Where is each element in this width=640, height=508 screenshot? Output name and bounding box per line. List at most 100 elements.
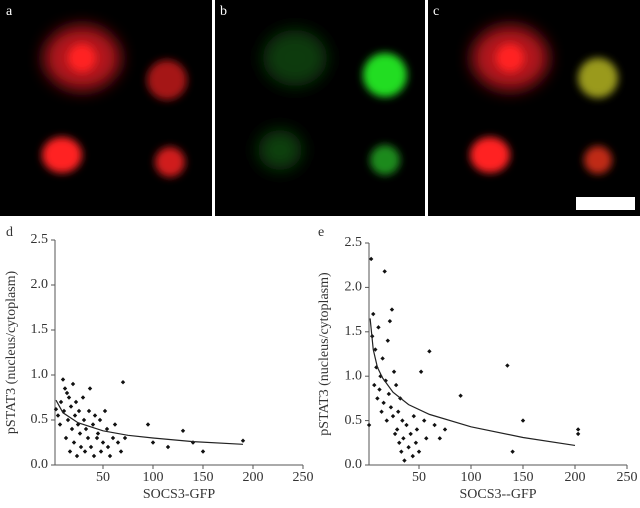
point: [377, 387, 382, 392]
point: [385, 338, 390, 343]
point: [200, 449, 206, 454]
panel-label: c: [433, 4, 439, 19]
point: [107, 453, 113, 459]
point: [69, 426, 75, 432]
point: [105, 444, 111, 450]
point: [73, 399, 79, 405]
point: [413, 440, 419, 445]
point: [368, 256, 374, 262]
x-tick-label: 250: [617, 470, 638, 485]
point: [55, 413, 61, 418]
point: [87, 386, 93, 391]
point: [74, 453, 80, 459]
point: [575, 431, 581, 437]
point: [88, 444, 94, 450]
point: [82, 449, 88, 454]
image-a: [0, 0, 212, 216]
point: [427, 349, 432, 354]
point: [520, 418, 526, 423]
point: [366, 422, 372, 428]
x-tick-label: 200: [243, 470, 264, 485]
point: [399, 449, 404, 454]
point: [85, 435, 91, 441]
point: [414, 427, 420, 432]
point: [112, 422, 118, 427]
point: [505, 363, 510, 368]
point: [371, 311, 376, 317]
point: [180, 428, 186, 433]
point: [94, 435, 100, 441]
point: [397, 440, 402, 445]
y-tick-label: 2.5: [31, 232, 49, 247]
point: [68, 404, 74, 409]
point: [64, 390, 70, 396]
y-tick-label: 1.5: [31, 322, 49, 337]
point: [53, 407, 59, 412]
x-tick-label: 50: [412, 470, 426, 485]
point: [66, 395, 72, 400]
point: [60, 377, 66, 382]
y-tick-label: 2.0: [345, 280, 363, 295]
point: [72, 413, 78, 418]
point: [387, 318, 393, 324]
point: [388, 405, 394, 410]
point: [402, 458, 407, 463]
point: [118, 449, 124, 454]
point: [58, 399, 64, 405]
image-c: [428, 0, 640, 216]
point: [411, 413, 416, 419]
panel-label: a: [6, 4, 13, 19]
point: [90, 422, 96, 427]
scale-bar: [576, 197, 635, 210]
point: [437, 436, 442, 441]
point: [391, 369, 397, 374]
point: [97, 417, 103, 423]
point: [442, 427, 448, 432]
point: [418, 369, 424, 374]
point: [408, 431, 413, 437]
panel-label: b: [220, 4, 227, 19]
point: [422, 418, 427, 423]
y-axis-label: pSTAT3 (nucleus/cytoplasm): [4, 270, 19, 434]
point: [77, 431, 83, 436]
point: [390, 413, 396, 419]
point: [100, 440, 106, 445]
y-tick-label: 0.5: [31, 412, 49, 427]
point: [379, 409, 384, 414]
fit-curve: [55, 399, 244, 445]
point: [384, 418, 389, 423]
point: [76, 408, 82, 414]
x-axis-label: SOCS3--GFP: [459, 487, 536, 502]
y-tick-label: 0.0: [31, 457, 49, 472]
point: [145, 422, 151, 427]
y-tick-label: 1.5: [345, 324, 363, 339]
fit-curve: [369, 318, 576, 447]
point: [61, 408, 67, 414]
point: [104, 426, 110, 432]
point: [392, 431, 398, 437]
point: [406, 445, 411, 450]
point: [432, 422, 437, 428]
point: [71, 440, 77, 445]
point: [410, 453, 415, 459]
image-b: [215, 0, 425, 216]
panel-label: e: [318, 225, 324, 240]
point: [394, 427, 400, 432]
x-tick-label: 100: [143, 470, 164, 485]
point: [150, 440, 156, 445]
x-tick-label: 250: [293, 470, 314, 485]
point: [190, 440, 196, 445]
point: [67, 449, 73, 454]
x-tick-label: 50: [96, 470, 110, 485]
point: [63, 435, 69, 441]
point: [458, 393, 463, 398]
y-tick-label: 2.0: [31, 277, 49, 292]
point: [98, 449, 104, 454]
point: [120, 380, 126, 385]
point: [240, 438, 246, 443]
x-tick-label: 150: [193, 470, 214, 485]
point: [401, 436, 406, 441]
point: [62, 386, 68, 391]
x-axis-label: SOCS3-GFP: [143, 487, 216, 502]
